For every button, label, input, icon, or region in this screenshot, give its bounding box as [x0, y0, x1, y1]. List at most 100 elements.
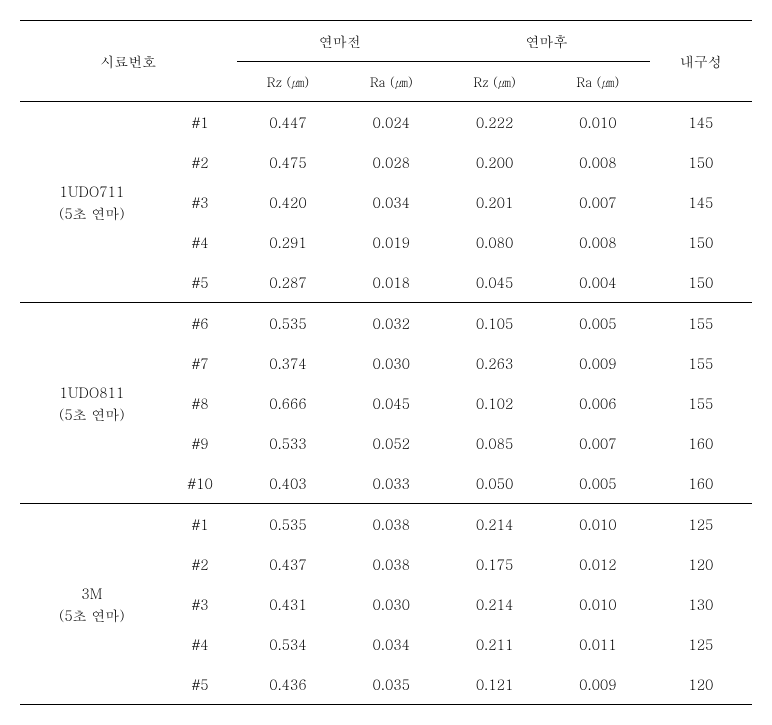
rz-after: 0.263 [443, 343, 546, 383]
sample-id: #6 [164, 303, 237, 344]
ra-after: 0.004 [546, 262, 650, 303]
durability-value: 120 [650, 664, 752, 705]
durability-value: 150 [650, 262, 752, 303]
rz-after: 0.121 [443, 664, 546, 705]
table-row: 1UDO811(5초 연마)#60.5350.0320.1050.005155 [20, 303, 752, 344]
ra-after: 0.005 [546, 463, 650, 504]
sample-id: #10 [164, 463, 237, 504]
ra-after: 0.006 [546, 383, 650, 423]
sample-id: #2 [164, 142, 237, 182]
ra-after: 0.009 [546, 664, 650, 705]
rz-before: 0.437 [237, 544, 340, 584]
sample-id: #5 [164, 262, 237, 303]
ra-before: 0.038 [339, 504, 443, 545]
sample-id: #9 [164, 423, 237, 463]
ra-before: 0.028 [339, 142, 443, 182]
rz-before: 0.374 [237, 343, 340, 383]
table-row: 3M(5초 연마)#10.5350.0380.2140.010125 [20, 504, 752, 545]
header-durability: 내구성 [650, 21, 752, 102]
group-title: 3M [28, 582, 156, 604]
ra-before: 0.033 [339, 463, 443, 504]
ra-after: 0.005 [546, 303, 650, 344]
sample-id: #2 [164, 544, 237, 584]
sample-id: #7 [164, 343, 237, 383]
rz-before: 0.535 [237, 303, 340, 344]
group-subtitle: (5초 연마) [28, 202, 156, 224]
ra-before: 0.032 [339, 303, 443, 344]
ra-before: 0.030 [339, 343, 443, 383]
header-rz-before: Rz (㎛) [237, 62, 340, 102]
durability-value: 155 [650, 383, 752, 423]
durability-value: 155 [650, 303, 752, 344]
ra-before: 0.034 [339, 182, 443, 222]
ra-after: 0.009 [546, 343, 650, 383]
durability-value: 155 [650, 343, 752, 383]
sample-id: #4 [164, 222, 237, 262]
rz-after: 0.214 [443, 504, 546, 545]
group-subtitle: (5초 연마) [28, 604, 156, 626]
rz-before: 0.287 [237, 262, 340, 303]
group-label: 3M(5초 연마) [20, 504, 164, 705]
group-label: 1UDO711(5초 연마) [20, 102, 164, 303]
rz-before: 0.436 [237, 664, 340, 705]
ra-before: 0.045 [339, 383, 443, 423]
sample-id: #3 [164, 584, 237, 624]
rz-before: 0.666 [237, 383, 340, 423]
header-sample-no: 시료번호 [20, 21, 237, 102]
rz-before: 0.420 [237, 182, 340, 222]
group-subtitle: (5초 연마) [28, 403, 156, 425]
rz-before: 0.533 [237, 423, 340, 463]
sample-id: #3 [164, 182, 237, 222]
ra-after: 0.011 [546, 624, 650, 664]
ra-before: 0.035 [339, 664, 443, 705]
header-ra-after: Ra (㎛) [546, 62, 650, 102]
durability-value: 150 [650, 142, 752, 182]
rz-before: 0.431 [237, 584, 340, 624]
durability-value: 160 [650, 423, 752, 463]
table-row: 1UDO711(5초 연마)#10.4470.0240.2220.010145 [20, 102, 752, 143]
ra-before: 0.024 [339, 102, 443, 143]
rz-after: 0.105 [443, 303, 546, 344]
ra-after: 0.010 [546, 584, 650, 624]
header-before: 연마전 [237, 21, 444, 62]
sample-id: #4 [164, 624, 237, 664]
rz-before: 0.534 [237, 624, 340, 664]
ra-after: 0.007 [546, 423, 650, 463]
rz-after: 0.200 [443, 142, 546, 182]
durability-value: 145 [650, 102, 752, 143]
rz-before: 0.475 [237, 142, 340, 182]
sample-id: #1 [164, 504, 237, 545]
header-ra-before: Ra (㎛) [339, 62, 443, 102]
header-rz-after: Rz (㎛) [443, 62, 546, 102]
ra-after: 0.010 [546, 102, 650, 143]
ra-before: 0.018 [339, 262, 443, 303]
durability-value: 160 [650, 463, 752, 504]
rz-after: 0.045 [443, 262, 546, 303]
durability-value: 120 [650, 544, 752, 584]
rz-before: 0.535 [237, 504, 340, 545]
rz-after: 0.211 [443, 624, 546, 664]
rz-before: 0.291 [237, 222, 340, 262]
header-after: 연마후 [443, 21, 650, 62]
ra-after: 0.012 [546, 544, 650, 584]
ra-before: 0.034 [339, 624, 443, 664]
ra-after: 0.008 [546, 142, 650, 182]
ra-before: 0.019 [339, 222, 443, 262]
rz-after: 0.085 [443, 423, 546, 463]
group-label: 1UDO811(5초 연마) [20, 303, 164, 504]
ra-after: 0.008 [546, 222, 650, 262]
ra-after: 0.007 [546, 182, 650, 222]
durability-value: 145 [650, 182, 752, 222]
ra-after: 0.010 [546, 504, 650, 545]
sample-id: #5 [164, 664, 237, 705]
durability-value: 125 [650, 624, 752, 664]
ra-before: 0.038 [339, 544, 443, 584]
rz-after: 0.080 [443, 222, 546, 262]
durability-value: 125 [650, 504, 752, 545]
rz-after: 0.175 [443, 544, 546, 584]
rz-after: 0.214 [443, 584, 546, 624]
sample-id: #1 [164, 102, 237, 143]
ra-before: 0.052 [339, 423, 443, 463]
group-title: 1UDO811 [28, 381, 156, 403]
rz-before: 0.403 [237, 463, 340, 504]
